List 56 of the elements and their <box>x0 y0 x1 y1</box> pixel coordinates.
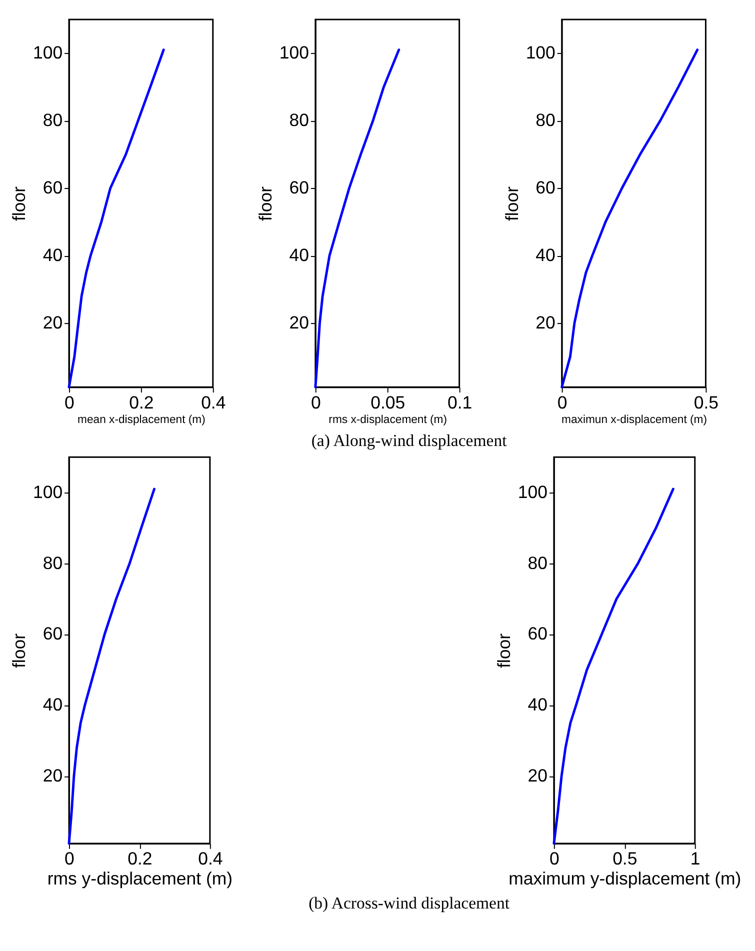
x-tick-label: 0 <box>557 392 568 412</box>
x-axis-title: mean x-displacement (m) <box>78 414 206 426</box>
x-axis-title: maximun x-displacement (m) <box>562 414 708 426</box>
y-tick-label: 20 <box>536 312 556 332</box>
x-tick-label: 0.4 <box>198 848 223 869</box>
y-tick-label: 20 <box>289 312 310 332</box>
y-tick-label: 100 <box>32 42 63 63</box>
line-series <box>560 48 699 388</box>
y-tick-label: 60 <box>528 624 548 644</box>
x-tick-label: 0 <box>310 392 321 412</box>
y-tick-label: 40 <box>289 244 310 265</box>
y-axis-title: floor <box>494 633 514 668</box>
text: (a) Along-wind displacement <box>311 431 508 450</box>
y-tick-label: 80 <box>528 552 548 573</box>
x-tick-label: 0.4 <box>201 392 226 412</box>
y-tick-label: 20 <box>42 766 63 786</box>
y-tick-label: 60 <box>42 624 63 644</box>
y-tick-label: 80 <box>536 110 556 130</box>
x-axis-title: rms x-displacement (m) <box>328 414 448 426</box>
y-axis-title: floor <box>502 186 522 222</box>
y-tick-label: 60 <box>289 178 310 198</box>
x-axis-title: rms y-displacement (m) <box>47 868 233 888</box>
text: (b) Across-wind displacement <box>308 894 510 913</box>
y-tick-label: 40 <box>536 244 556 265</box>
line-series <box>552 488 674 845</box>
x-tick-label: 0.1 <box>447 392 472 412</box>
line-series <box>314 48 400 388</box>
x-tick-label: 1 <box>690 848 700 869</box>
y-axis-title: floor <box>9 633 30 668</box>
y-axis-title: floor <box>256 186 276 222</box>
line-series <box>68 488 156 845</box>
y-tick-label: 40 <box>528 694 548 715</box>
x-tick-label: 0 <box>64 848 75 869</box>
y-tick-label: 80 <box>42 110 63 130</box>
y-tick-label: 100 <box>32 482 63 502</box>
y-tick-label: 80 <box>42 552 63 573</box>
x-tick-label: 0.5 <box>694 392 719 412</box>
x-tick-label: 0.2 <box>129 392 154 412</box>
x-tick-label: 0.5 <box>612 848 638 869</box>
x-tick-label: 0.2 <box>128 848 152 869</box>
x-tick-label: 0 <box>64 392 75 412</box>
y-tick-label: 80 <box>289 110 310 130</box>
x-axis-title: maximum y-displacement (m) <box>508 868 742 888</box>
x-tick-label: 0.05 <box>370 392 406 412</box>
y-tick-label: 100 <box>526 42 556 63</box>
y-tick-label: 20 <box>528 766 548 786</box>
x-tick-label: 0 <box>549 848 560 869</box>
y-tick-label: 100 <box>518 482 548 502</box>
y-tick-label: 60 <box>42 178 63 198</box>
y-axis-title: floor <box>9 186 30 222</box>
y-tick-label: 60 <box>536 178 556 198</box>
line-series <box>68 48 165 388</box>
y-tick-label: 40 <box>42 694 63 715</box>
y-tick-label: 40 <box>42 244 63 265</box>
y-tick-label: 20 <box>42 312 63 332</box>
y-tick-label: 100 <box>279 42 310 63</box>
